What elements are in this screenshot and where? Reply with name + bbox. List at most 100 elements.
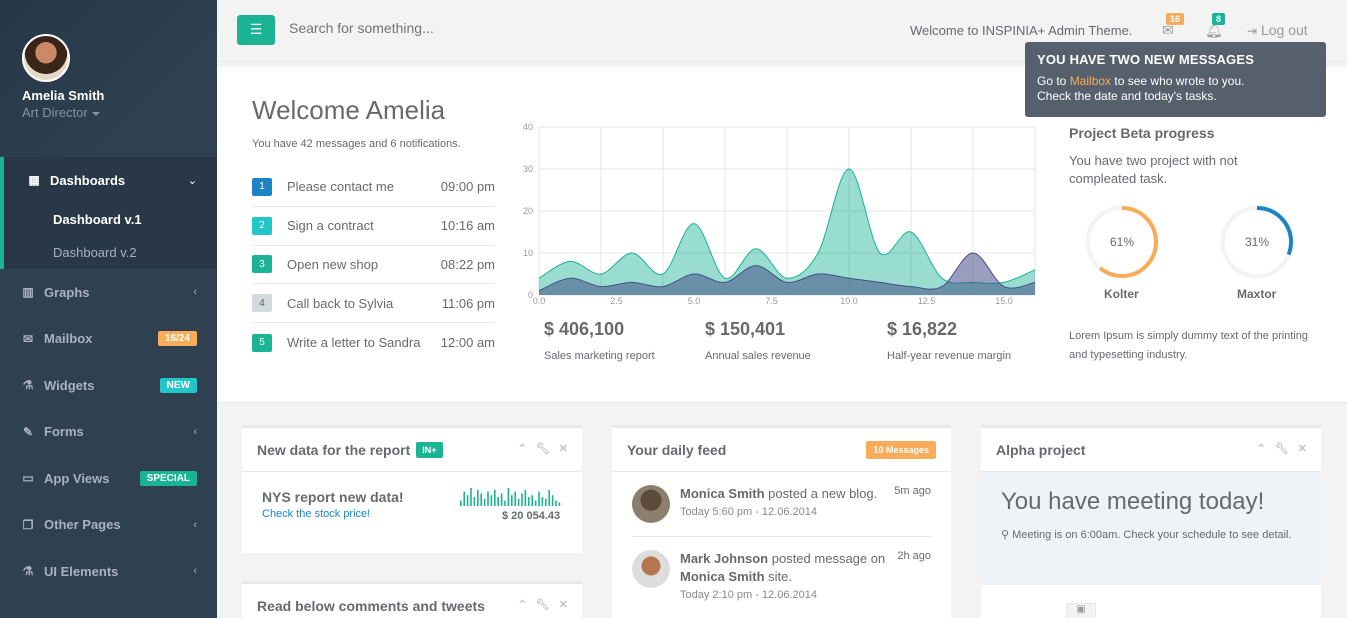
stat-value: $ 16,822: [887, 319, 958, 339]
task-item[interactable]: 5 Write a letter to Sandra 12:00 am: [252, 323, 495, 362]
close-icon[interactable]: ✕: [1297, 443, 1307, 455]
task-time: 12:00 am: [440, 335, 495, 351]
task-item[interactable]: 4 Call back to Sylvia 11:06 pm: [252, 284, 495, 324]
spark-bar: [466, 495, 469, 506]
task-text: Sign a contract: [287, 218, 374, 234]
donut-kolter: 61%: [1082, 202, 1162, 286]
sidebar-item-other-pages[interactable]: ❐ Other Pages ‹: [0, 502, 217, 549]
feed-content: Monica Smith posted a new blog. Today 5:…: [680, 485, 877, 523]
avatar: [632, 550, 670, 588]
alerts-button[interactable]: 🔔︎ 8: [1205, 13, 1226, 39]
feed-item[interactable]: Mark Johnson posted message on Monica Sm…: [612, 537, 951, 601]
avatar: [632, 485, 670, 523]
feed-item[interactable]: Monica Smith posted a new blog. Today 5:…: [612, 472, 951, 523]
sidebar-item-dashboards[interactable]: ▦ Dashboards ⌄ Dashboard v.1 Dashboard v…: [0, 157, 217, 269]
meeting-note: ⚲ Meeting is on 6:00am. Check your sched…: [1001, 526, 1301, 545]
wrench-icon[interactable]: 🔧︎: [535, 599, 550, 611]
task-list: 1 Please contact me 09:00 pm 2 Sign a co…: [252, 168, 495, 362]
sidebar-item-graphs[interactable]: ▥ Graphs ‹: [0, 269, 217, 316]
tooltip-title: YOU HAVE TWO NEW MESSAGES: [1037, 52, 1255, 67]
spark-bar: [483, 498, 486, 506]
tooltip-body: Go to Mailbox to see who wrote to you. C…: [1037, 74, 1314, 104]
sidebar-item-label: Dashboards: [50, 172, 126, 188]
close-icon[interactable]: ✕: [558, 599, 568, 611]
welcome-subtitle: You have 42 messages and 6 notifications…: [252, 138, 461, 150]
task-number: 3: [252, 255, 272, 274]
sidebar-item-label: Widgets: [44, 377, 95, 393]
sidebar-item-app-views[interactable]: ▭ App Views SPECIAL: [0, 455, 217, 502]
widgets-badge: NEW: [159, 377, 197, 393]
y-tick-label: 30: [523, 164, 533, 174]
feed-post: site.: [764, 569, 792, 584]
sidebar-item-mailbox[interactable]: ✉ Mailbox 16/24: [0, 316, 217, 363]
edit-icon: ✎: [22, 424, 34, 439]
stat-sales: $ 406,100 Sales marketing report: [544, 319, 655, 362]
spark-bar: [497, 497, 499, 506]
feed-target[interactable]: Monica Smith: [680, 569, 765, 584]
messages-button[interactable]: ✉ 16: [1162, 13, 1185, 39]
feed-author[interactable]: Mark Johnson: [680, 551, 769, 566]
spark-bar: [507, 488, 510, 506]
dashboard-icon: ▦: [28, 173, 40, 187]
report-headline: NYS report new data!: [262, 489, 404, 505]
sidebar-item-dashboards-header[interactable]: ▦ Dashboards ⌄: [4, 157, 217, 203]
task-text: Please contact me: [287, 179, 394, 195]
wrench-icon[interactable]: 🔧︎: [1274, 443, 1289, 455]
x-tick-label: 5.0: [688, 296, 701, 306]
envelope-icon: ✉: [1162, 23, 1174, 39]
mailbox-link[interactable]: Mailbox: [1069, 74, 1112, 88]
spark-bar: [500, 493, 503, 506]
desktop-icon: ▭: [22, 471, 34, 486]
welcome-title: Welcome Amelia: [252, 95, 446, 125]
x-tick-label: 10.0: [840, 296, 858, 306]
panel-title: Your daily feed: [627, 441, 727, 458]
collapse-icon[interactable]: ⌃: [517, 443, 527, 455]
caret-down-icon: [91, 111, 100, 116]
task-item[interactable]: 2 Sign a contract 10:16 am: [252, 207, 495, 246]
wrench-icon[interactable]: 🔧︎: [535, 443, 550, 455]
project-subtitle: You have two project with not compleated…: [1069, 153, 1238, 186]
comments-panel: Read below comments and tweets ⌃ 🔧︎ ✕: [242, 581, 582, 618]
revenue-chart: 0 10 20 30 40 0.0 2.5 5.0 7.5 10.0 12.5 15.0: [517, 122, 1042, 307]
collapse-icon[interactable]: ⌃: [517, 599, 527, 611]
flask-icon: ⚗: [22, 378, 34, 393]
donut-name: Kolter: [1104, 287, 1139, 301]
spark-bar: [463, 491, 465, 506]
spark-bar: [538, 491, 540, 506]
feed-action: posted a new blog.: [764, 486, 878, 501]
search-input[interactable]: [289, 20, 589, 36]
sidebar-subitem-dashboard-v2[interactable]: Dashboard v.2: [53, 245, 137, 260]
feed-author[interactable]: Monica Smith: [680, 486, 765, 501]
chevron-left-icon: ‹: [193, 518, 197, 531]
logout-link[interactable]: ⇥ Log out: [1247, 22, 1308, 38]
profile-avatar[interactable]: [22, 34, 70, 82]
sidebar-item-widgets[interactable]: ⚗ Widgets NEW: [0, 362, 217, 409]
feed-action: posted message on: [768, 551, 886, 566]
task-item[interactable]: 1 Please contact me 09:00 pm: [252, 168, 495, 207]
panel-title: New data for the report: [257, 441, 411, 458]
donut-maxtor: 31%: [1217, 202, 1297, 286]
sidebar-item-ui-elements[interactable]: ⚗ UI Elements ‹: [0, 548, 217, 595]
sidebar-item-label: Mailbox: [44, 331, 93, 347]
stock-price-link[interactable]: Check the stock price!: [262, 508, 371, 520]
task-time: 09:00 pm: [440, 179, 495, 195]
stat-margin: $ 16,822 Half-year revenue margin: [887, 319, 1011, 362]
collapse-icon[interactable]: ⌃: [1256, 443, 1266, 455]
task-number: 1: [252, 177, 272, 196]
sidebar-item-forms[interactable]: ✎ Forms ‹: [0, 409, 217, 456]
sidebar-subitem-dashboard-v1[interactable]: Dashboard v.1: [53, 212, 142, 227]
profile-role-dropdown[interactable]: Art Director: [22, 105, 217, 120]
briefcase-icon: ▣: [1066, 603, 1096, 618]
feed-text: Monica Smith posted a new blog.: [680, 485, 877, 503]
panel-tools: ⌃ 🔧︎ ✕: [518, 442, 568, 455]
spark-bar: [517, 498, 520, 506]
spark-bar: [504, 500, 506, 506]
task-item[interactable]: 3 Open new shop 08:22 pm: [252, 246, 495, 285]
task-number: 2: [252, 216, 272, 235]
stat-label: Annual sales revenue: [705, 350, 811, 362]
panel-title: Read below comments and tweets: [257, 598, 485, 614]
close-icon[interactable]: ✕: [558, 443, 568, 455]
tooltip-text: to see who wrote to you.: [1111, 74, 1245, 88]
map-marker-icon: ⚲: [1001, 529, 1010, 541]
menu-toggle-button[interactable]: ☰: [237, 15, 275, 45]
